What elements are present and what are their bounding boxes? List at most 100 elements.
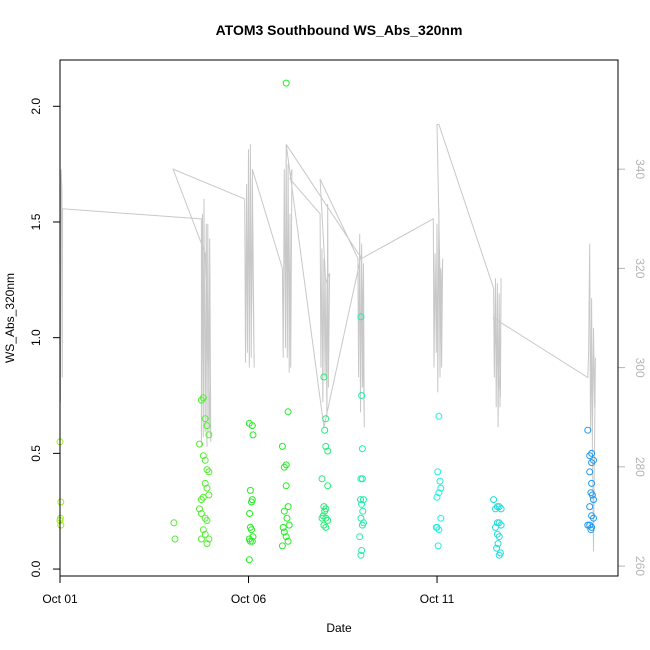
data-point — [584, 426, 592, 434]
data-point — [199, 452, 207, 460]
data-point — [358, 521, 366, 529]
data-point — [590, 496, 597, 504]
data-point — [321, 507, 329, 515]
data-point — [248, 422, 256, 430]
data-point — [492, 523, 499, 531]
data-point — [358, 500, 366, 508]
data-point — [282, 533, 290, 541]
data-point — [324, 482, 332, 490]
data-point — [320, 521, 328, 529]
data-point — [282, 461, 290, 469]
y2-tick-label: 320 — [633, 258, 647, 278]
data-point — [196, 505, 203, 513]
data-point — [205, 468, 213, 476]
data-point — [493, 544, 501, 552]
data-point — [249, 431, 257, 439]
data-point — [199, 394, 207, 402]
data-point — [435, 412, 443, 420]
data-point — [282, 482, 290, 490]
x-tick-label: Oct 06 — [231, 592, 267, 606]
y2-tick-label: 300 — [633, 358, 647, 378]
data-point — [248, 498, 255, 506]
y-tick-label: 0.0 — [29, 560, 43, 577]
data-point — [280, 507, 288, 515]
data-point — [171, 535, 179, 543]
data-point — [321, 426, 329, 434]
data-point — [199, 493, 207, 501]
plot-frame — [59, 59, 619, 577]
data-point — [285, 521, 293, 529]
data-point — [282, 79, 290, 87]
x-tick-label: Oct 01 — [42, 592, 78, 606]
data-point — [360, 496, 367, 504]
data-point — [586, 503, 594, 511]
data-point — [586, 452, 594, 460]
y-tick-label: 1.5 — [29, 213, 43, 230]
data-point — [203, 484, 211, 492]
data-point — [284, 537, 292, 545]
data-point — [432, 523, 440, 531]
data-point — [324, 517, 332, 524]
axes: Oct 01 Oct 06 Oct 11 0.0 0.5 1.0 1.5 2.0 260 280 3… — [29, 98, 647, 606]
data-point — [203, 517, 211, 524]
data-point — [590, 514, 597, 522]
data-point — [322, 415, 330, 423]
data-point — [324, 447, 332, 455]
data-point — [495, 551, 503, 559]
data-point — [248, 526, 255, 534]
data-point — [436, 477, 444, 485]
data-point — [434, 468, 442, 476]
data-point — [201, 415, 209, 423]
data-point — [357, 496, 364, 504]
data-point — [197, 496, 205, 504]
data-point — [279, 523, 287, 531]
data-point — [170, 519, 178, 527]
data-point — [434, 542, 442, 550]
y-tick-label: 1.0 — [29, 329, 43, 346]
data-point — [588, 459, 596, 467]
data-point — [246, 486, 254, 494]
x-tick-label: Oct 11 — [420, 592, 455, 606]
data-point — [495, 519, 503, 527]
data-point — [437, 514, 445, 522]
line-series — [59, 124, 596, 552]
data-point — [586, 468, 594, 476]
data-point — [320, 373, 328, 381]
data-point — [197, 535, 205, 543]
data-point — [246, 537, 254, 545]
data-point — [357, 313, 365, 321]
y2-tick-label: 340 — [633, 159, 647, 179]
data-point — [588, 491, 596, 499]
data-point — [437, 484, 445, 492]
data-point — [283, 514, 291, 522]
y2-tick-label: 260 — [633, 556, 647, 576]
plot-marks — [56, 79, 597, 564]
data-point — [588, 479, 596, 487]
data-point — [205, 431, 213, 439]
data-point — [199, 526, 207, 534]
data-point — [245, 556, 253, 564]
y-tick-label: 2.0 — [29, 98, 43, 115]
data-point — [359, 507, 367, 515]
data-point — [246, 510, 254, 517]
data-point — [356, 533, 364, 541]
y-tick-label: 0.5 — [29, 445, 43, 462]
data-point — [322, 523, 330, 531]
data-point — [322, 514, 330, 522]
data-point — [197, 510, 205, 517]
y-axis-label: WS_Abs_320nm — [3, 273, 17, 363]
data-point — [492, 505, 499, 513]
data-point — [358, 547, 366, 554]
data-point — [358, 445, 366, 453]
data-point — [201, 530, 209, 538]
data-point — [278, 542, 286, 550]
data-point — [433, 493, 441, 501]
data-point — [495, 533, 503, 541]
data-point — [358, 392, 366, 399]
y2-tick-label: 280 — [633, 457, 647, 477]
data-point — [357, 551, 365, 559]
data-point — [203, 540, 211, 548]
data-point — [284, 503, 292, 511]
data-point — [248, 537, 256, 545]
